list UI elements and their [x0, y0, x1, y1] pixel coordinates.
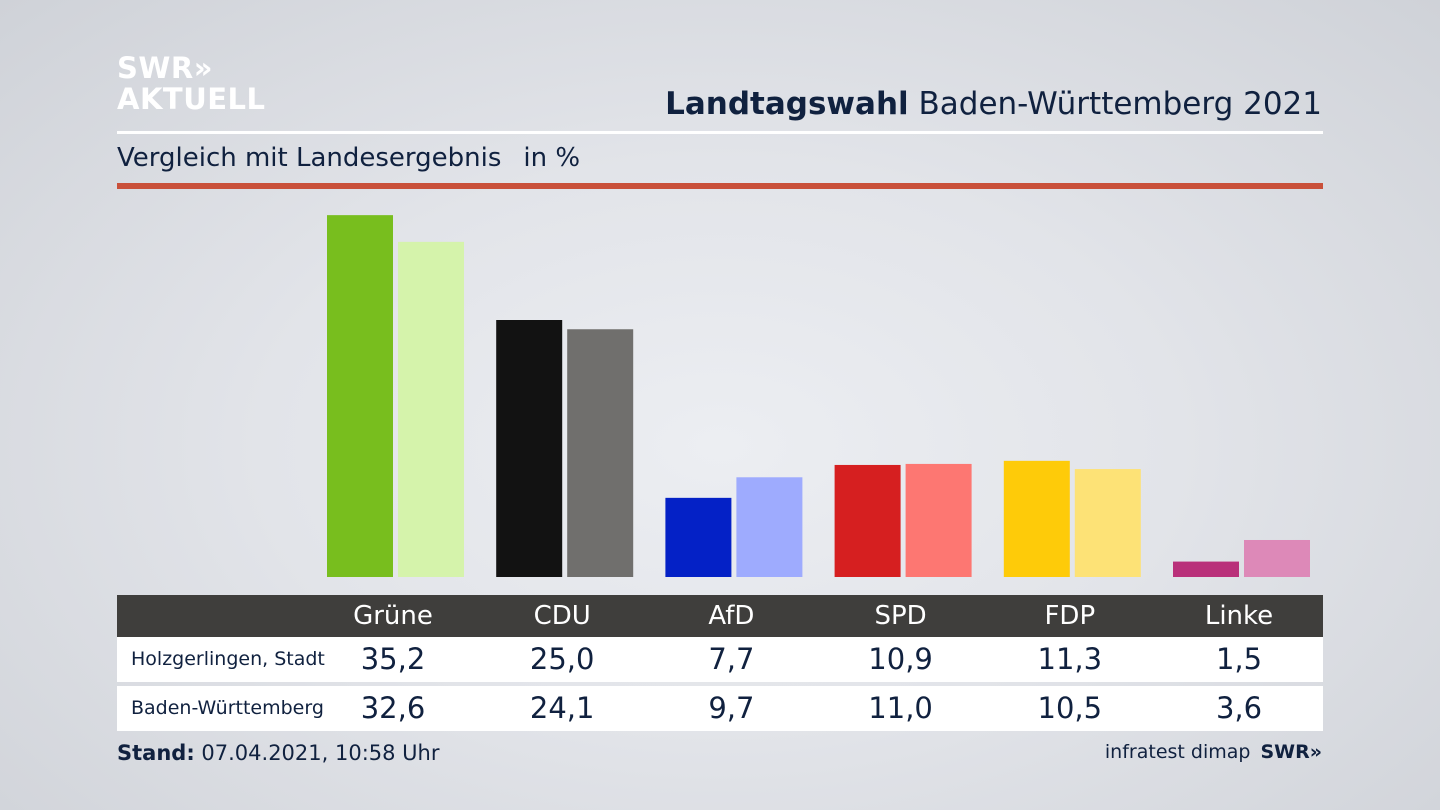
bar-spd-local: [834, 464, 901, 577]
table-header: Grüne CDU AfD SPD FDP Linke: [117, 595, 1323, 637]
subtitle-text: Vergleich mit Landesergebnis: [117, 143, 502, 173]
column-header: FDP: [1044, 601, 1096, 631]
column-header: AfD: [708, 601, 755, 631]
table-cell: 35,2: [360, 642, 426, 676]
bar-grne-local: [327, 215, 393, 578]
swr-small-logo: SWR»: [1260, 741, 1322, 763]
table-cell: 7,7: [708, 642, 755, 676]
title-rest: Baden-Württemberg 2021: [908, 86, 1323, 122]
row-label: Baden-Württemberg: [131, 697, 324, 719]
bar-spd-state: [905, 463, 972, 577]
row-label: Holzgerlingen, Stadt: [131, 648, 325, 670]
table-cell: 11,0: [868, 691, 933, 725]
logo-line-2: AKTUELL: [117, 82, 266, 116]
header-divider: [117, 131, 1323, 134]
table-cell: 25,0: [529, 642, 595, 676]
timestamp: Stand: 07.04.2021, 10:58 Uhr: [117, 741, 440, 765]
bar-fdp-local: [1003, 460, 1070, 577]
bar-linke-local: [1173, 561, 1239, 577]
column-header: CDU: [533, 601, 591, 631]
accent-rule: [117, 183, 1323, 189]
bar-afd-state: [736, 477, 803, 577]
source-credit: infratest dimap SWR»: [1105, 741, 1322, 763]
page-title: Landtagswahl Baden-Württemberg 2021: [665, 86, 1322, 122]
unit-label: in %: [523, 143, 581, 173]
table-cell: 11,3: [1037, 642, 1103, 676]
chart-subtitle: Vergleich mit Landesergebnis in %: [117, 143, 580, 173]
table-cell: 24,1: [529, 691, 595, 725]
title-bold: Landtagswahl: [665, 86, 909, 122]
table-cell: 10,9: [868, 642, 933, 676]
source-name: infratest dimap: [1104, 741, 1251, 763]
table-body: Holzgerlingen, Stadt 35,2 25,0 7,7 10,9 11,3 1…: [117, 637, 1323, 731]
table-cell: 1,5: [1215, 642, 1263, 676]
logo-line-1: SWR»: [117, 51, 213, 85]
stand-value: 07.04.2021, 10:58 Uhr: [194, 741, 440, 765]
table-row: Baden-Württemberg 32,6 24,1 9,7 11,0 10,5 3,6: [117, 686, 1323, 731]
column-header: Grüne: [353, 601, 433, 631]
bar-cdu-state: [567, 329, 634, 577]
bar-cdu-local: [496, 320, 563, 577]
stand-label: Stand:: [117, 741, 195, 765]
bar-fdp-state: [1074, 469, 1141, 577]
bar-afd-local: [665, 497, 732, 577]
column-header: SPD: [874, 601, 927, 631]
table-cell: 3,6: [1215, 691, 1263, 725]
table-row: Holzgerlingen, Stadt 35,2 25,0 7,7 10,9 11,3 1…: [117, 637, 1323, 682]
table-cell: 9,7: [708, 691, 755, 725]
table-cell: 32,6: [360, 691, 426, 725]
table-cell: 10,5: [1037, 691, 1103, 725]
bar-linke-state: [1244, 539, 1310, 577]
results-table: Grüne CDU AfD SPD FDP Linke Holzgerlingen, St…: [117, 595, 1323, 731]
swr-aktuell-logo: SWR» AKTUELL: [117, 53, 266, 115]
bar-grne-state: [398, 241, 464, 577]
column-header: Linke: [1204, 601, 1274, 631]
